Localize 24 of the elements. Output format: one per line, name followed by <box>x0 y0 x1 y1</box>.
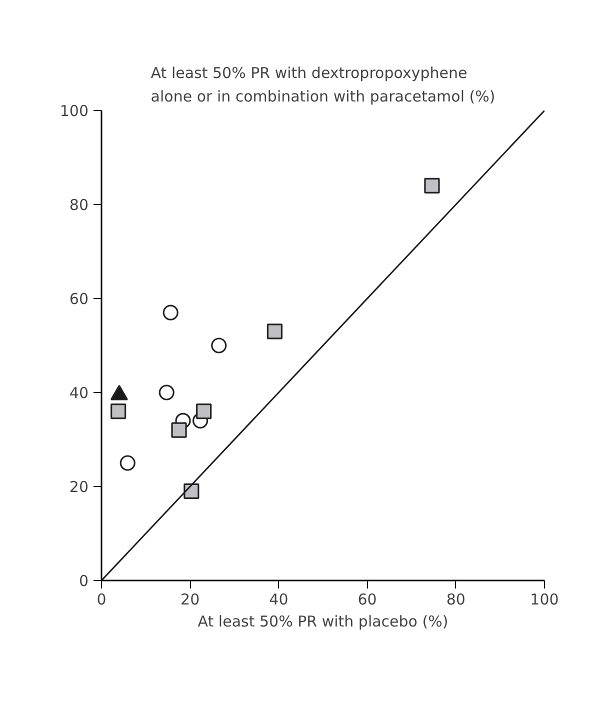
point <box>120 455 136 471</box>
point <box>424 178 440 194</box>
point <box>162 304 178 320</box>
point <box>158 384 174 400</box>
y-tick-label: 40 <box>69 384 89 402</box>
y-tick-label: 60 <box>69 290 89 308</box>
y-tick-label: 20 <box>69 478 89 496</box>
chart-title: At least 50% PR with dextropropoxyphene alone or in combination with paracetamol (%) <box>150 64 496 106</box>
y-tick-label: 80 <box>69 196 89 214</box>
point <box>184 483 200 499</box>
x-tick-label: 20 <box>180 590 200 608</box>
point <box>266 324 283 340</box>
point <box>196 404 212 420</box>
y-tick-label: 0 <box>78 572 89 590</box>
point <box>171 422 187 438</box>
point <box>110 404 126 420</box>
point <box>211 338 227 354</box>
x-axis-title: At least 50% PR with placebo (%) <box>198 612 448 630</box>
x-tick-label: 80 <box>446 590 466 608</box>
x-tick-label: 100 <box>530 590 559 608</box>
y-tick-label: 100 <box>60 102 89 120</box>
x-tick-label: 40 <box>269 590 288 608</box>
x-tick-label: 0 <box>96 590 106 608</box>
x-tick-label: 60 <box>358 590 377 608</box>
